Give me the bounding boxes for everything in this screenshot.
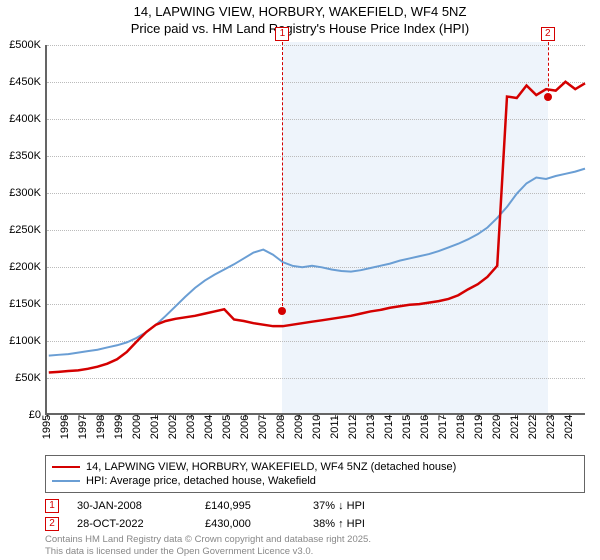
xtick-label: 2014 — [383, 415, 395, 439]
xtick-label: 1999 — [113, 415, 125, 439]
footer-line1: Contains HM Land Registry data © Crown c… — [45, 534, 371, 546]
chart-plot-area: £0£50K£100K£150K£200K£250K£300K£350K£400… — [45, 45, 585, 415]
chart-lines — [47, 45, 585, 413]
series-line — [49, 82, 585, 373]
sales-table: 1 30-JAN-2008 £140,995 37% ↓ HPI 2 28-OCT-202… — [45, 497, 585, 533]
xtick-label: 2001 — [149, 415, 161, 439]
ytick-label: £350K — [9, 150, 41, 162]
legend-item: HPI: Average price, detached house, Wake… — [52, 474, 578, 488]
xtick-label: 1996 — [59, 415, 71, 439]
marker-box: 1 — [275, 27, 289, 41]
xtick-label: 2018 — [455, 415, 467, 439]
ytick-label: £200K — [9, 261, 41, 273]
ytick-label: £500K — [9, 39, 41, 51]
title-line2: Price paid vs. HM Land Registry's House … — [0, 21, 600, 38]
xtick-label: 2016 — [419, 415, 431, 439]
sale-delta: 37% ↓ HPI — [313, 500, 365, 512]
xtick-label: 2023 — [545, 415, 557, 439]
xtick-label: 2012 — [347, 415, 359, 439]
ytick-label: £450K — [9, 76, 41, 88]
chart-title: 14, LAPWING VIEW, HORBURY, WAKEFIELD, WF… — [0, 0, 600, 38]
sale-date: 28-OCT-2022 — [77, 518, 187, 530]
xtick-label: 2003 — [185, 415, 197, 439]
xtick-label: 2022 — [527, 415, 539, 439]
xtick-label: 2009 — [293, 415, 305, 439]
xtick-label: 2010 — [311, 415, 323, 439]
xtick-label: 1997 — [77, 415, 89, 439]
marker-dot — [278, 307, 286, 315]
ytick-label: £150K — [9, 298, 41, 310]
ytick-label: £0 — [29, 409, 41, 421]
sale-row: 2 28-OCT-2022 £430,000 38% ↑ HPI — [45, 515, 585, 533]
xtick-label: 1995 — [41, 415, 53, 439]
xtick-label: 2021 — [509, 415, 521, 439]
xtick-label: 2019 — [473, 415, 485, 439]
xtick-label: 2007 — [257, 415, 269, 439]
legend: 14, LAPWING VIEW, HORBURY, WAKEFIELD, WF… — [45, 455, 585, 493]
footer-line2: This data is licensed under the Open Gov… — [45, 546, 371, 558]
xtick-label: 1998 — [95, 415, 107, 439]
xtick-label: 2020 — [491, 415, 503, 439]
xtick-label: 2013 — [365, 415, 377, 439]
legend-label: 14, LAPWING VIEW, HORBURY, WAKEFIELD, WF… — [86, 461, 456, 473]
sale-date: 30-JAN-2008 — [77, 500, 187, 512]
ytick-label: £50K — [15, 372, 41, 384]
xtick-label: 2011 — [329, 415, 341, 439]
xtick-label: 2000 — [131, 415, 143, 439]
sale-row: 1 30-JAN-2008 £140,995 37% ↓ HPI — [45, 497, 585, 515]
ytick-label: £250K — [9, 224, 41, 236]
footer: Contains HM Land Registry data © Crown c… — [45, 534, 371, 558]
marker-line — [548, 42, 549, 97]
legend-item: 14, LAPWING VIEW, HORBURY, WAKEFIELD, WF… — [52, 460, 578, 474]
ytick-label: £300K — [9, 187, 41, 199]
marker-dot — [544, 93, 552, 101]
legend-label: HPI: Average price, detached house, Wake… — [86, 475, 316, 487]
xtick-label: 2005 — [221, 415, 233, 439]
series-line — [49, 169, 585, 356]
xtick-label: 2002 — [167, 415, 179, 439]
legend-swatch — [52, 480, 80, 482]
sale-price: £140,995 — [205, 500, 295, 512]
xtick-label: 2017 — [437, 415, 449, 439]
sale-delta: 38% ↑ HPI — [313, 518, 365, 530]
ytick-label: £400K — [9, 113, 41, 125]
xtick-label: 2006 — [239, 415, 251, 439]
xtick-label: 2015 — [401, 415, 413, 439]
xtick-label: 2024 — [563, 415, 575, 439]
sale-price: £430,000 — [205, 518, 295, 530]
xtick-label: 2008 — [275, 415, 287, 439]
sale-marker-box: 2 — [45, 517, 59, 531]
sale-marker-box: 1 — [45, 499, 59, 513]
title-line1: 14, LAPWING VIEW, HORBURY, WAKEFIELD, WF… — [0, 4, 600, 21]
ytick-label: £100K — [9, 335, 41, 347]
xtick-label: 2004 — [203, 415, 215, 439]
marker-line — [282, 42, 283, 311]
marker-box: 2 — [541, 27, 555, 41]
legend-swatch — [52, 466, 80, 468]
